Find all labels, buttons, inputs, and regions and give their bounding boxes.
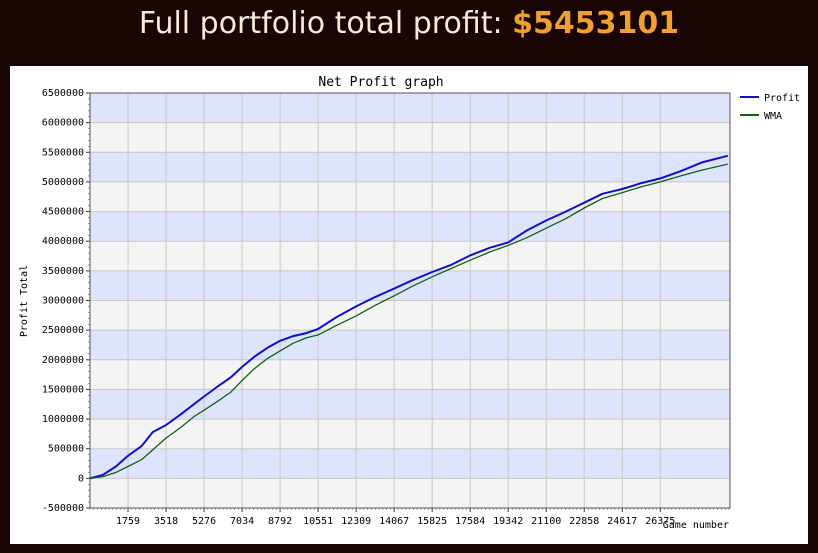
x-tick-label: 8792 xyxy=(268,516,292,527)
series-line-wma xyxy=(89,163,728,480)
plot-band xyxy=(90,181,730,212)
series-line-profit xyxy=(89,154,729,480)
plot-band xyxy=(90,448,730,479)
y-tick-label: 1000000 xyxy=(42,414,84,425)
x-tick-label: 3518 xyxy=(154,516,178,527)
plot-band xyxy=(90,478,730,508)
y-tick-label: 3000000 xyxy=(42,296,84,307)
x-tick-label: 7034 xyxy=(230,516,254,527)
plot-band xyxy=(90,211,730,242)
chart-panel: 6500000 6000000 5500000 5000000 4500000 40000… xyxy=(10,66,808,544)
plot-band xyxy=(90,300,730,331)
plot-band xyxy=(90,330,730,360)
x-tick-label: 22858 xyxy=(569,516,599,527)
plot-band xyxy=(90,359,730,390)
y-tick-label: 0 xyxy=(78,473,84,484)
y-tick-label: 5500000 xyxy=(42,147,84,158)
y-tick-label: 6000000 xyxy=(42,118,84,129)
x-axis: 1759 3518 5276 7034 8792 10551 12309 14067 15825… xyxy=(89,508,730,527)
y-axis: 6500000600000055000005000000450000040000… xyxy=(42,88,90,514)
plot-band xyxy=(90,152,730,182)
portfolio-total-label: Full portfolio total profit: xyxy=(138,6,513,41)
legend: Profit WMA xyxy=(740,93,800,122)
plot-band xyxy=(90,419,730,449)
plot-bands xyxy=(90,93,730,508)
legend-label-wma: WMA xyxy=(764,111,782,122)
y-tick-label: 4000000 xyxy=(42,236,84,247)
x-tick-label: 5276 xyxy=(192,516,216,527)
x-tick-label: 12309 xyxy=(341,516,371,527)
x-tick-label: 10551 xyxy=(303,516,333,527)
y-tick-label: 500000 xyxy=(48,444,84,455)
y-tick-label: 3500000 xyxy=(42,266,84,277)
plot-band xyxy=(90,270,730,301)
y-tick-label: 6500000 xyxy=(42,88,84,99)
x-tick-label: 19342 xyxy=(493,516,523,527)
legend-label-profit: Profit xyxy=(764,93,800,104)
y-tick-label: -500000 xyxy=(42,503,84,514)
x-tick-label: 24617 xyxy=(607,516,637,527)
x-tick-label: 17584 xyxy=(455,516,485,527)
x-tick-label: 15825 xyxy=(417,516,447,527)
portfolio-total-amount: $5453101 xyxy=(512,6,680,41)
chart-title: Net Profit graph xyxy=(318,75,443,90)
portfolio-total-header: Full portfolio total profit: $5453101 xyxy=(0,0,818,48)
x-tick-label: 21100 xyxy=(531,516,561,527)
y-tick-label: 5000000 xyxy=(42,177,84,188)
net-profit-chart: 6500000600000055000005000000450000040000… xyxy=(19,75,800,531)
y-tick-label: 1500000 xyxy=(42,384,84,395)
y-tick-label: 4500000 xyxy=(42,207,84,218)
x-tick-label: 26375 xyxy=(645,516,675,527)
x-tick-label: 1759 xyxy=(116,516,140,527)
plot-band xyxy=(90,241,730,271)
plot-band xyxy=(90,122,730,153)
y-axis-label: Profit Total xyxy=(19,265,30,337)
series-lines xyxy=(89,154,729,480)
plot-band xyxy=(90,389,730,420)
y-tick-label: 2000000 xyxy=(42,355,84,366)
x-axis-label: Game number xyxy=(663,520,729,531)
plot-band xyxy=(90,93,730,123)
x-tick-label: 14067 xyxy=(379,516,409,527)
y-tick-label: 2500000 xyxy=(42,325,84,336)
